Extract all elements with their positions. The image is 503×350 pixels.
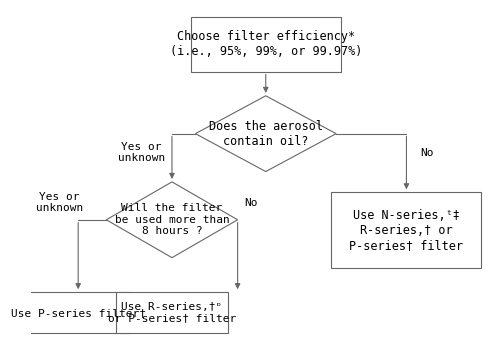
FancyBboxPatch shape [27,292,130,334]
Text: Use N-series,ᵗ‡
R-series,† or
P-series† filter: Use N-series,ᵗ‡ R-series,† or P-series† … [350,209,463,252]
Text: No: No [244,197,258,208]
Text: Yes or
unknown: Yes or unknown [118,142,165,163]
Text: Use R-series,†ᶛ
or P-series† filter: Use R-series,†ᶛ or P-series† filter [108,302,236,324]
Text: Use P-series filter†: Use P-series filter† [11,308,146,318]
FancyBboxPatch shape [331,192,481,268]
Text: No: No [421,148,434,158]
Text: Yes or
unknown: Yes or unknown [36,192,83,214]
Text: Will the filter
be used more than
8 hours ?: Will the filter be used more than 8 hour… [115,203,229,236]
Polygon shape [196,96,336,172]
Text: Does the aerosol
contain oil?: Does the aerosol contain oil? [209,120,323,148]
Polygon shape [106,182,237,258]
FancyBboxPatch shape [116,292,228,334]
FancyBboxPatch shape [191,16,341,72]
Text: Choose filter efficiency*
(i.e., 95%, 99%, or 99.97%): Choose filter efficiency* (i.e., 95%, 99… [170,30,362,58]
